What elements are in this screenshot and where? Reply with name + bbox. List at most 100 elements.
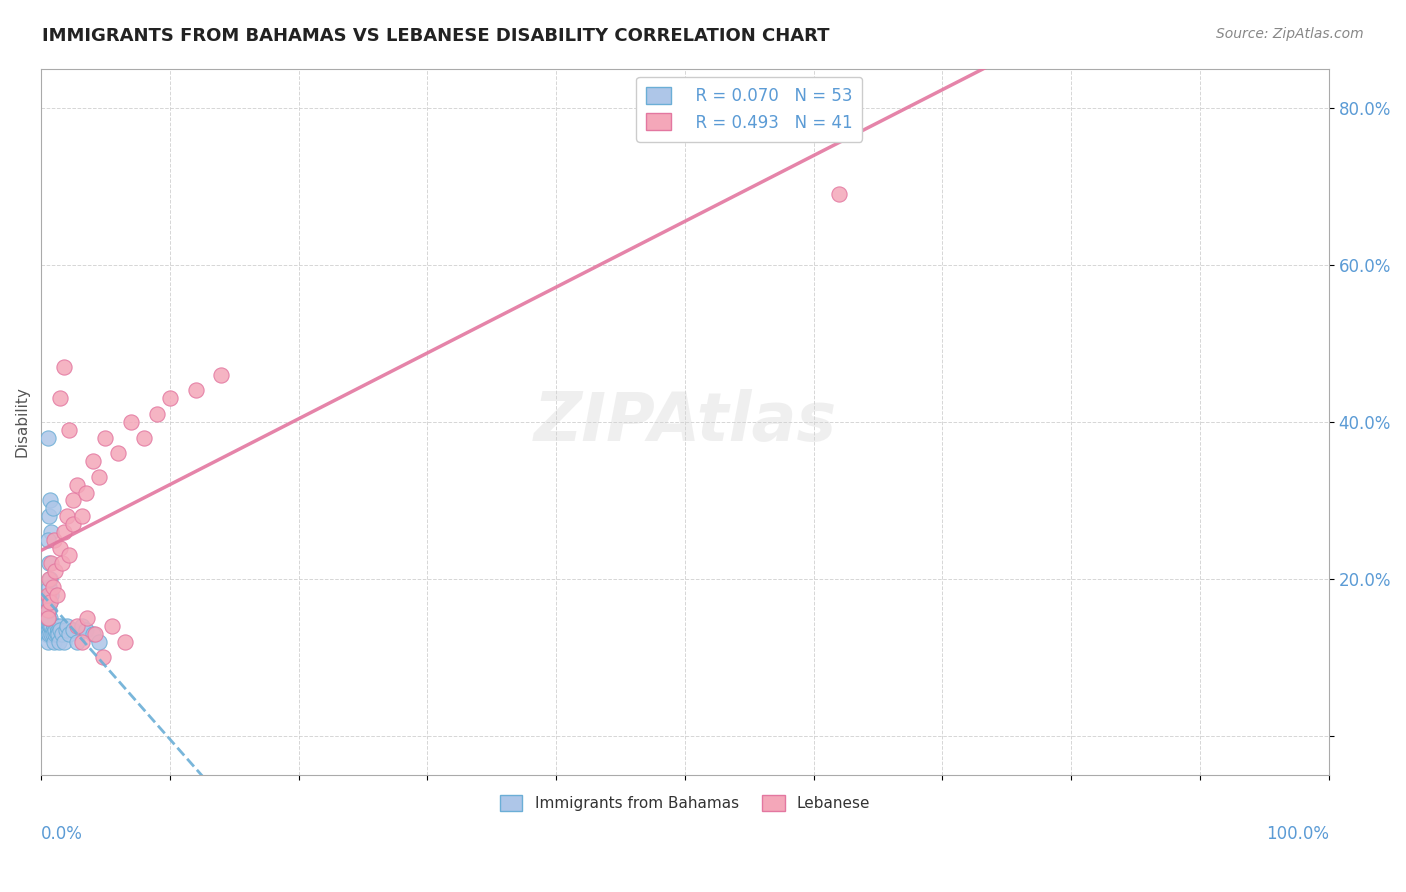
Point bbox=[41, 556, 63, 570]
Point bbox=[101, 619, 124, 633]
Point bbox=[58, 627, 80, 641]
Point bbox=[75, 623, 97, 637]
Point bbox=[49, 392, 72, 406]
Point bbox=[38, 619, 60, 633]
Point bbox=[38, 603, 60, 617]
Point bbox=[114, 634, 136, 648]
Point bbox=[37, 627, 59, 641]
Point bbox=[44, 564, 66, 578]
Legend: Immigrants from Bahamas, Lebanese: Immigrants from Bahamas, Lebanese bbox=[494, 789, 876, 817]
Point bbox=[53, 359, 76, 374]
Point bbox=[91, 650, 114, 665]
Point bbox=[45, 588, 67, 602]
Point bbox=[41, 580, 63, 594]
Point bbox=[41, 623, 63, 637]
Point bbox=[87, 470, 110, 484]
Point bbox=[134, 431, 156, 445]
Text: 100.0%: 100.0% bbox=[1265, 825, 1329, 843]
Point bbox=[828, 187, 851, 202]
Point bbox=[37, 623, 59, 637]
Point bbox=[37, 611, 59, 625]
Point bbox=[45, 627, 67, 641]
Point bbox=[62, 623, 84, 637]
Point bbox=[184, 384, 207, 398]
Point bbox=[66, 619, 89, 633]
Point bbox=[48, 634, 70, 648]
Point bbox=[49, 619, 72, 633]
Point bbox=[41, 588, 63, 602]
Point bbox=[37, 628, 59, 642]
Point bbox=[37, 431, 59, 445]
Point bbox=[42, 619, 65, 633]
Point bbox=[41, 524, 63, 539]
Point bbox=[37, 533, 59, 547]
Point bbox=[55, 623, 77, 637]
Point bbox=[39, 493, 62, 508]
Point bbox=[39, 611, 62, 625]
Point bbox=[94, 431, 117, 445]
Point bbox=[62, 493, 84, 508]
Point bbox=[82, 454, 104, 468]
Point bbox=[72, 509, 94, 524]
Point bbox=[38, 572, 60, 586]
Point bbox=[75, 485, 97, 500]
Point bbox=[41, 627, 63, 641]
Point bbox=[39, 595, 62, 609]
Point bbox=[37, 611, 59, 625]
Point bbox=[38, 556, 60, 570]
Point bbox=[45, 619, 67, 633]
Point bbox=[44, 623, 66, 637]
Point bbox=[72, 619, 94, 633]
Point bbox=[37, 603, 59, 617]
Point bbox=[72, 634, 94, 648]
Point bbox=[41, 627, 63, 641]
Text: Source: ZipAtlas.com: Source: ZipAtlas.com bbox=[1216, 27, 1364, 41]
Point bbox=[53, 634, 76, 648]
Point bbox=[37, 603, 59, 617]
Point bbox=[41, 619, 63, 633]
Y-axis label: Disability: Disability bbox=[15, 386, 30, 458]
Point bbox=[209, 368, 232, 382]
Point bbox=[62, 516, 84, 531]
Point bbox=[39, 619, 62, 633]
Point bbox=[49, 541, 72, 555]
Point bbox=[37, 595, 59, 609]
Point bbox=[51, 627, 73, 641]
Point bbox=[37, 588, 59, 602]
Point bbox=[66, 634, 89, 648]
Point bbox=[53, 524, 76, 539]
Point bbox=[146, 407, 169, 421]
Text: 0.0%: 0.0% bbox=[41, 825, 83, 843]
Point bbox=[37, 619, 59, 633]
Point bbox=[87, 634, 110, 648]
Point bbox=[76, 611, 98, 625]
Point bbox=[38, 623, 60, 637]
Point bbox=[39, 595, 62, 609]
Point bbox=[38, 627, 60, 641]
Point bbox=[107, 446, 129, 460]
Point bbox=[84, 627, 107, 641]
Point bbox=[49, 623, 72, 637]
Point bbox=[41, 501, 63, 516]
Point bbox=[37, 634, 59, 648]
Point bbox=[56, 619, 79, 633]
Text: IMMIGRANTS FROM BAHAMAS VS LEBANESE DISABILITY CORRELATION CHART: IMMIGRANTS FROM BAHAMAS VS LEBANESE DISA… bbox=[42, 27, 830, 45]
Point bbox=[37, 611, 59, 625]
Point bbox=[38, 588, 60, 602]
Point bbox=[42, 634, 65, 648]
Point bbox=[56, 509, 79, 524]
Point bbox=[46, 627, 69, 641]
Point bbox=[120, 415, 142, 429]
Point bbox=[38, 580, 60, 594]
Point bbox=[51, 556, 73, 570]
Text: ZIPAtlas: ZIPAtlas bbox=[533, 389, 837, 455]
Point bbox=[58, 549, 80, 563]
Point bbox=[38, 509, 60, 524]
Point bbox=[44, 627, 66, 641]
Point bbox=[46, 623, 69, 637]
Point bbox=[42, 533, 65, 547]
Point bbox=[66, 477, 89, 491]
Point bbox=[82, 627, 104, 641]
Point bbox=[58, 423, 80, 437]
Point bbox=[159, 392, 181, 406]
